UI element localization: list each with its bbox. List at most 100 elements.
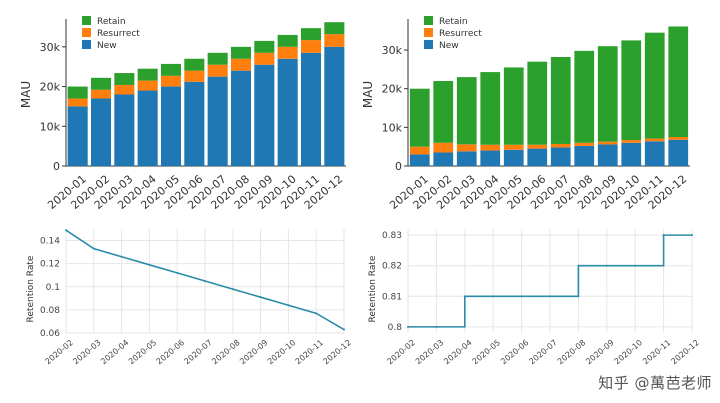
- bar-segment-resurrect: [574, 142, 595, 146]
- x-tick-label: 2020-08: [556, 338, 587, 366]
- data-point: [605, 264, 608, 267]
- x-tick-label: 2020-02: [43, 338, 74, 366]
- bar-segment-new: [527, 148, 548, 166]
- y-tick-label: 30k: [382, 44, 403, 57]
- bar-segment-retain: [480, 72, 501, 145]
- legend-label-new: New: [439, 41, 459, 51]
- y-tick-label: 20k: [40, 81, 61, 94]
- y-tick-label: 10k: [382, 121, 403, 134]
- bar-segment-new: [644, 141, 665, 166]
- x-tick-label: 2020-08: [210, 338, 241, 366]
- legend-swatch-new: [82, 40, 91, 49]
- y-tick-label: 0.81: [382, 292, 402, 302]
- x-tick-label: 2020-03: [414, 338, 445, 366]
- bar-segment-new: [207, 76, 228, 166]
- y-tick-label: 0: [53, 160, 60, 173]
- x-tick-label: 2020-12: [321, 338, 352, 366]
- x-tick-label: 2020-07: [182, 338, 213, 366]
- bar-segment-resurrect: [456, 144, 477, 152]
- y-axis-title: MAU: [361, 81, 375, 108]
- legend-label-new: New: [97, 41, 117, 51]
- bar-segment-new: [90, 98, 112, 166]
- y-tick-label: 10k: [40, 120, 61, 133]
- bar-segment-resurrect: [137, 80, 158, 91]
- bar-segment-new: [480, 150, 501, 166]
- bar-segment-new: [668, 139, 689, 166]
- data-point: [343, 328, 345, 331]
- bar-segment-resurrect: [300, 40, 322, 53]
- bar-segment-retain: [456, 77, 477, 145]
- y-tick-label: 0.14: [40, 237, 60, 247]
- bar-segment-resurrect: [114, 84, 135, 95]
- bar-segment-retain: [644, 32, 665, 139]
- data-point: [65, 229, 67, 232]
- bar-segment-resurrect: [254, 52, 275, 65]
- bar-segment-resurrect: [184, 70, 205, 82]
- bar-segment-retain: [433, 80, 454, 143]
- bar-segment-retain: [207, 52, 228, 65]
- legend-swatch-resurrect: [82, 28, 91, 37]
- data-point: [92, 247, 95, 250]
- bar-segment-resurrect: [324, 34, 345, 47]
- bar-segment-resurrect: [550, 143, 571, 148]
- data-point: [463, 295, 466, 298]
- bar-segment-new: [184, 81, 205, 166]
- bar-segment-new: [67, 106, 88, 166]
- bar-segment-retain: [621, 40, 642, 141]
- bar-segment-retain: [324, 22, 345, 35]
- legend-label-resurrect: Resurrect: [97, 29, 140, 39]
- bar-segment-new: [160, 86, 182, 166]
- data-point: [520, 295, 523, 298]
- bar-segment-resurrect: [277, 46, 298, 59]
- bar-segment-new: [324, 46, 345, 167]
- data-point: [634, 264, 637, 267]
- x-tick-label: 2020-10: [266, 338, 297, 366]
- data-point: [407, 325, 409, 328]
- bar-segment-resurrect: [527, 144, 548, 149]
- x-tick-label: 2020-12: [669, 338, 700, 366]
- bar-segment-retain: [597, 46, 618, 142]
- bar-segment-resurrect: [90, 89, 112, 99]
- bar-segment-new: [254, 64, 275, 166]
- legend-swatch-retain: [424, 16, 433, 25]
- bar-segment-resurrect: [67, 98, 88, 107]
- y-tick-label: 0: [395, 160, 402, 173]
- x-tick-label: 2020-07: [527, 338, 558, 366]
- bar-segment-retain: [277, 34, 298, 47]
- bar-segment-retain: [300, 28, 322, 41]
- y-tick-label: 30k: [40, 41, 61, 54]
- watermark: 知乎 @萬芭老师: [598, 374, 712, 392]
- y-tick-label: 0.08: [40, 306, 60, 316]
- bar-segment-new: [300, 52, 322, 166]
- bar-segment-retain: [254, 40, 275, 53]
- data-point: [259, 296, 262, 299]
- bar-segment-resurrect: [644, 138, 665, 142]
- bar-segment-retain: [668, 26, 689, 138]
- bar-segment-new: [433, 152, 454, 166]
- bar-segment-resurrect: [207, 64, 228, 77]
- bar-segment-new: [230, 70, 252, 166]
- bar-segment-retain: [503, 67, 524, 145]
- bar-segment-new: [574, 145, 595, 166]
- bar-segment-retain: [137, 68, 158, 81]
- data-point: [120, 255, 123, 258]
- bar-segment-new: [456, 151, 477, 166]
- data-point: [204, 280, 206, 282]
- x-tick-label: 2020-03: [71, 338, 102, 366]
- bar-segment-retain: [527, 61, 548, 145]
- data-point: [662, 234, 665, 237]
- bar-segment-resurrect: [668, 137, 689, 140]
- data-point: [287, 304, 290, 307]
- y-tick-label: 0.1: [46, 283, 60, 293]
- bar-segment-new: [409, 154, 430, 166]
- data-point: [176, 271, 179, 274]
- bar-segment-retain: [550, 57, 571, 144]
- data-point: [492, 295, 495, 298]
- y-tick-label: 0.06: [40, 329, 60, 339]
- bar-segment-retain: [409, 88, 430, 147]
- y-tick-label: 0.82: [382, 262, 402, 272]
- bar-segment-retain: [230, 46, 252, 59]
- x-tick-label: 2020-06: [155, 338, 186, 366]
- bar-segment-retain: [574, 50, 595, 143]
